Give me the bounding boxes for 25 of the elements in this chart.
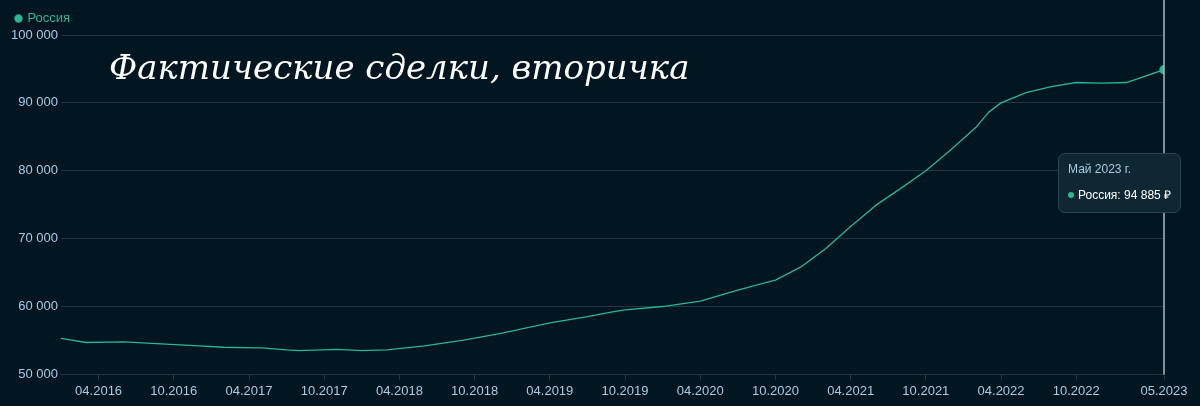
tooltip-box: Май 2023 г. Россия: 94 885 ₽ <box>1058 153 1181 213</box>
x-tick-label: 10.2022 <box>1052 382 1100 398</box>
annotation: Май 2023 г. Россия: 94 885 ₽ <box>1068 162 1173 202</box>
x-tick-label: 04.2016 <box>75 382 123 398</box>
x-tick-label: 05.2023 <box>1140 382 1188 398</box>
x-tick-label: 10.2021 <box>902 382 950 398</box>
x-tick-label: 04.2017 <box>225 382 273 398</box>
x-tick-label: 04.2019 <box>526 382 574 398</box>
x-tick-label: 10.2020 <box>751 382 799 398</box>
chart-title: Фактические сделки, вторичка <box>108 46 690 87</box>
x-tick-label: 04.2021 <box>827 382 875 398</box>
x-tick-label: 04.2022 <box>977 382 1025 398</box>
y-tick-label: 50 000 <box>18 365 58 381</box>
y-tick-label: 90 000 <box>18 94 58 110</box>
y-tick-label: 70 000 <box>18 230 58 246</box>
x-tick-label: 10.2017 <box>300 382 348 398</box>
legend-label: Россия <box>27 10 71 26</box>
x-tick-label: 04.2018 <box>375 382 423 398</box>
x-tick-label: 10.2019 <box>601 382 649 398</box>
y-tick-label: 80 000 <box>18 162 58 178</box>
x-tick-label: 10.2018 <box>451 382 499 398</box>
x-tick-label: 10.2016 <box>150 382 198 398</box>
y-tick-label: 60 000 <box>18 298 58 314</box>
x-tick-label: 04.2020 <box>676 382 724 398</box>
y-tick-label: 100 000 <box>10 26 58 42</box>
